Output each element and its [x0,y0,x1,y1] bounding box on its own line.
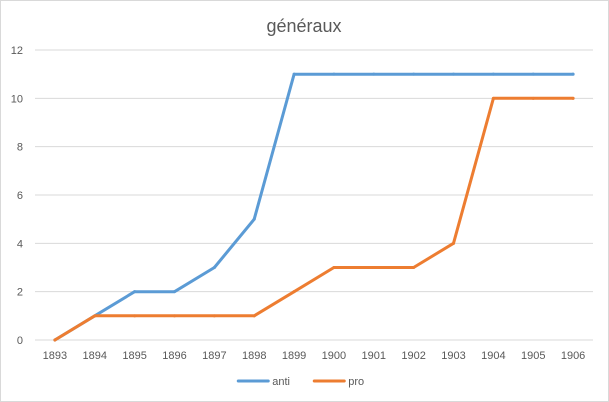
data-point-pro [332,266,336,269]
data-point-anti [412,72,416,76]
data-point-pro [452,241,455,245]
data-point-pro [53,338,57,342]
data-point-anti [531,72,535,76]
gridlines [35,49,593,341]
y-axis-tick-labels: 0 2 4 6 8 10 12 [11,45,23,347]
series-line-anti [53,72,575,342]
x-tick-label: 1904 [481,350,505,362]
x-tick-label: 1901 [362,350,386,362]
data-point-anti [452,72,455,76]
x-tick-label: 1899 [282,350,306,362]
data-point-anti [252,217,256,221]
data-point-anti [372,72,376,76]
x-tick-label: 1905 [521,350,545,362]
x-tick-label: 1896 [162,350,186,362]
y-tick-label: 8 [17,142,23,154]
legend: anti pro [236,376,364,388]
data-point-anti [332,72,336,76]
x-tick-label: 1902 [401,350,425,362]
data-point-pro [173,314,176,318]
data-point-pro [571,96,575,100]
data-point-pro [412,266,416,269]
data-point-pro [292,290,296,294]
y-tick-label: 10 [11,93,23,105]
series-lines [53,72,575,342]
data-point-anti [212,266,216,269]
y-tick-label: 2 [17,287,23,299]
data-point-anti [292,72,296,76]
series-line-pro [53,96,575,342]
legend-label-pro: pro [348,376,364,388]
data-point-anti [133,290,137,294]
legend-label-anti: anti [272,376,290,388]
y-tick-label: 6 [17,190,23,202]
y-tick-label: 4 [17,238,23,250]
x-tick-label: 1894 [83,350,107,362]
y-tick-label: 12 [11,45,23,57]
data-point-pro [212,314,216,318]
y-tick-label: 0 [17,335,23,347]
x-tick-label: 1906 [561,350,585,362]
data-point-pro [252,314,256,318]
data-point-anti [571,72,575,76]
x-tick-label: 1897 [202,350,226,362]
data-point-pro [133,314,137,318]
x-tick-label: 1898 [242,350,266,362]
x-tick-label: 1895 [122,350,146,362]
x-tick-label: 1893 [43,350,67,362]
data-point-pro [372,266,376,269]
data-point-anti [173,290,176,294]
data-point-anti [491,72,495,76]
x-tick-label: 1903 [441,350,465,362]
data-point-pro [531,96,535,100]
x-tick-label: 1900 [322,350,346,362]
data-point-pro [93,314,97,318]
x-axis-tick-labels: 1893 1894 1895 1896 1897 1898 1899 1900 1901 1902… [43,350,586,362]
chart-title: généraux [266,16,341,36]
data-point-pro [491,96,495,100]
